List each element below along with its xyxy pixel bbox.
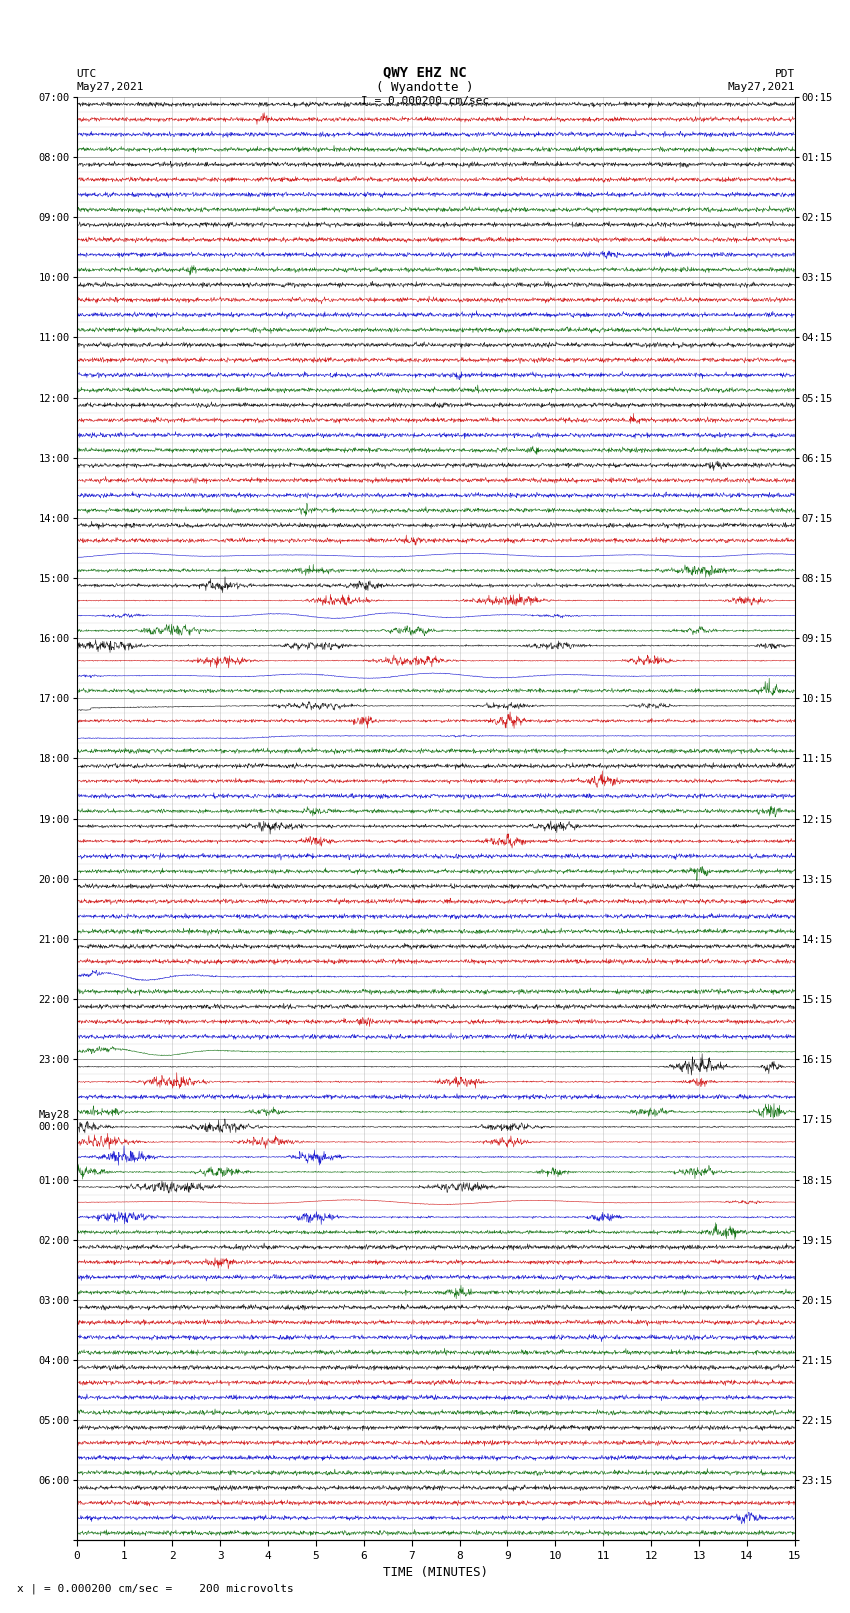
Text: UTC: UTC (76, 69, 97, 79)
Text: May27,2021: May27,2021 (76, 82, 144, 92)
Text: x | = 0.000200 cm/sec =    200 microvolts: x | = 0.000200 cm/sec = 200 microvolts (17, 1582, 294, 1594)
Text: ( Wyandotte ): ( Wyandotte ) (377, 81, 473, 94)
Text: PDT: PDT (774, 69, 795, 79)
Text: QWY EHZ NC: QWY EHZ NC (383, 65, 467, 79)
Text: May27,2021: May27,2021 (728, 82, 795, 92)
Text: I = 0.000200 cm/sec: I = 0.000200 cm/sec (361, 97, 489, 106)
X-axis label: TIME (MINUTES): TIME (MINUTES) (383, 1566, 488, 1579)
